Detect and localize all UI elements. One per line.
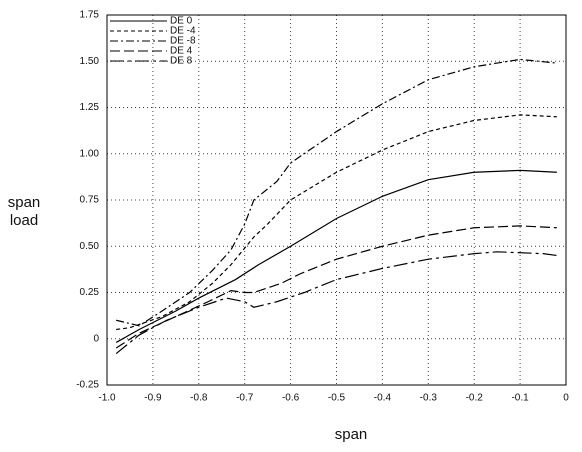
- legend-label: DE -4: [170, 26, 196, 37]
- y-tick-label: 1.00: [80, 148, 100, 159]
- y-tick-label: 0.50: [80, 241, 100, 252]
- legend-label: DE 4: [170, 46, 193, 57]
- y-tick-label: 0.25: [80, 287, 100, 298]
- x-axis-label: span: [335, 426, 368, 443]
- legend-label: DE 0: [170, 16, 193, 27]
- series-line: [115, 169, 557, 343]
- plot-frame: [106, 14, 567, 386]
- y-tick-label: 1.75: [80, 10, 100, 21]
- x-tick-label: -0.1: [511, 393, 529, 404]
- series-line: [116, 114, 557, 331]
- x-tick-label: -0.3: [420, 393, 438, 404]
- y-tick-label: -0.25: [76, 380, 99, 391]
- legend-label: DE -8: [170, 36, 196, 47]
- x-tick-label: -1.0: [98, 393, 116, 404]
- y-tick-label: 0: [93, 333, 99, 344]
- x-tick-label: -0.9: [144, 393, 162, 404]
- x-tick-label: -0.5: [328, 393, 346, 404]
- series-line: [116, 58, 557, 327]
- x-tick-label: -0.8: [190, 393, 208, 404]
- x-tick-label: -0.6: [282, 393, 300, 404]
- legend-label: DE 8: [170, 56, 193, 67]
- y-tick-label: 0.75: [80, 195, 100, 206]
- y-axis-label: load: [10, 212, 38, 229]
- series-line: [115, 225, 557, 349]
- x-tick-label: -0.4: [374, 393, 392, 404]
- x-tick-label: -0.2: [466, 393, 484, 404]
- y-tick-label: 1.50: [80, 56, 100, 67]
- series-line: [115, 251, 557, 355]
- y-tick-label: 1.25: [80, 102, 100, 113]
- x-tick-label: -0.7: [236, 393, 254, 404]
- y-axis-label: span: [8, 194, 41, 211]
- x-tick-label: 0: [563, 393, 569, 404]
